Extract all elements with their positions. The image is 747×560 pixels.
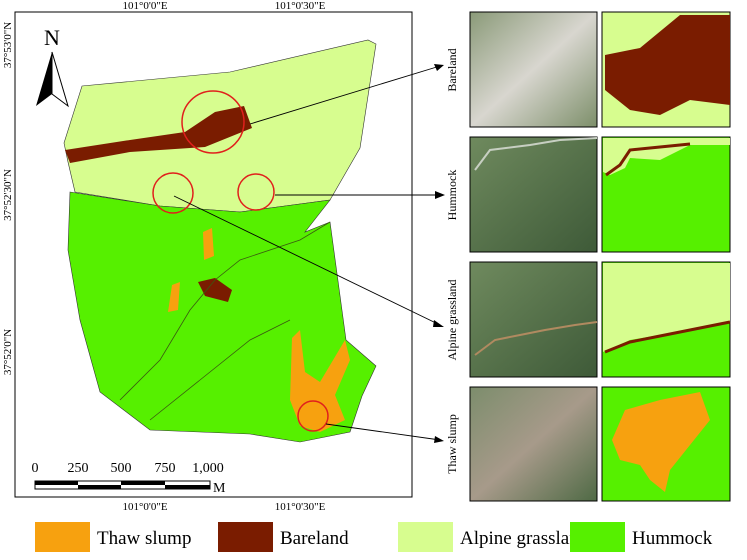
bareland-strip [65, 106, 252, 163]
panel-label: Bareland [445, 48, 459, 91]
lon-label: 101°0'30"E [275, 0, 326, 12]
class-patch [612, 392, 710, 492]
class-patch [605, 142, 691, 177]
gully [149, 319, 291, 421]
legend-swatch [570, 522, 625, 552]
arrow-heads [433, 64, 445, 443]
sample-circle [181, 90, 245, 154]
sample-circle [152, 172, 194, 214]
class-patch [603, 263, 730, 352]
gully [119, 221, 331, 401]
class-patch [604, 320, 731, 354]
lon-label: 101°0'0"E [122, 501, 167, 513]
thaw-slump-patch [290, 330, 350, 432]
scale-label: 500 [111, 461, 132, 476]
lat-label: 37°52'0"N [2, 329, 14, 375]
photo-panel [469, 136, 598, 253]
scale-segment [78, 485, 121, 489]
arrow [173, 195, 441, 326]
arrow [249, 65, 441, 125]
scale-segment [121, 481, 165, 485]
north-arrow [51, 51, 69, 108]
photo-panel [469, 11, 598, 128]
scale-label: 250 [68, 461, 89, 476]
panel-label: Thaw slump [445, 414, 459, 474]
legend-label: Alpine grassland [460, 528, 589, 549]
sample-circle [237, 173, 275, 211]
panel-label: Hummock [445, 170, 459, 221]
lat-label: 37°53'0"N [2, 22, 14, 68]
arrow-head [434, 64, 444, 71]
scale-label: 750 [155, 461, 176, 476]
legend-swatch [35, 522, 90, 552]
scale-label: 1,000 [192, 461, 224, 476]
arrow [325, 423, 441, 441]
panel-label: Alpine grassland [445, 280, 459, 361]
scale-bar: 0 250 500 750 1,000 M [32, 461, 227, 496]
scale-unit: M [213, 481, 226, 496]
north-arrow [36, 52, 52, 106]
legend-swatch [218, 522, 273, 552]
lon-label: 101°0'30"E [275, 501, 326, 513]
legend-swatch [398, 522, 453, 552]
legend-label: Bareland [280, 528, 349, 549]
arrow-head [435, 191, 445, 199]
thaw-slump-patch [203, 228, 214, 260]
sample-circles [152, 90, 329, 432]
lat-label: 37°52'30"N [2, 169, 14, 221]
sample-circle [297, 400, 329, 432]
thaw-slump-patch [168, 282, 180, 312]
class-patch [605, 15, 730, 115]
arrow-head [433, 320, 444, 327]
scale-segment [35, 481, 78, 485]
photo-panel [469, 261, 598, 378]
bareland-patch [198, 278, 232, 302]
callout-arrows [173, 65, 441, 441]
legend: Thaw slump Bareland Alpine grassland Hum… [35, 522, 713, 552]
scale-label: 0 [32, 461, 39, 476]
photo-panel [469, 386, 598, 502]
legend-label: Hummock [632, 528, 713, 549]
arrow-head [434, 436, 444, 443]
lon-label: 101°0'0"E [122, 0, 167, 12]
scale-segment [165, 485, 210, 489]
photo-feature [474, 137, 598, 171]
photo-feature [474, 321, 598, 356]
north-label: N [44, 25, 60, 50]
class-patch [603, 138, 730, 175]
legend-label: Thaw slump [97, 528, 191, 549]
